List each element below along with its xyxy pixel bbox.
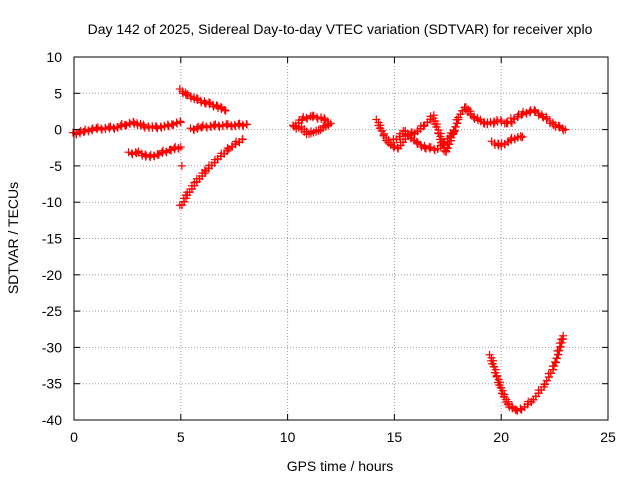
- data-point: [420, 143, 429, 152]
- data-point: [243, 120, 252, 129]
- data-point: [439, 139, 448, 148]
- series-middle-band: [186, 119, 252, 135]
- data-point: [419, 122, 428, 131]
- data-point: [176, 143, 185, 152]
- y-tick-label: -5: [50, 158, 63, 174]
- x-tick-label: 0: [70, 429, 78, 445]
- data-point: [518, 132, 527, 141]
- data-point: [559, 126, 568, 135]
- data-point: [223, 119, 232, 128]
- x-axis-label: GPS time / hours: [287, 458, 394, 474]
- data-point: [198, 121, 207, 130]
- y-tick-label: -10: [42, 194, 62, 210]
- series-14-19h-lower: [389, 126, 459, 155]
- y-tick-label: 10: [46, 49, 62, 65]
- data-point: [93, 123, 102, 132]
- series-lower-arc: [124, 142, 185, 162]
- data-series: [69, 85, 570, 415]
- data-point: [550, 362, 559, 370]
- y-tick-label: -30: [42, 339, 62, 355]
- data-point: [97, 125, 106, 134]
- data-point: [223, 144, 232, 153]
- y-tick-label: -20: [42, 267, 62, 283]
- data-point: [496, 116, 505, 125]
- data-point: [211, 120, 220, 129]
- y-tick-label: -25: [42, 303, 62, 319]
- data-point: [203, 123, 211, 132]
- data-point: [290, 122, 299, 131]
- series-19-5-20-3h: [487, 131, 527, 151]
- x-tick-label: 20: [493, 429, 509, 445]
- data-point: [230, 120, 239, 129]
- data-point: [306, 129, 315, 138]
- data-point: [309, 111, 318, 120]
- data-point: [450, 127, 459, 136]
- data-point: [153, 124, 162, 133]
- data-point: [561, 125, 570, 134]
- data-point: [220, 105, 229, 114]
- data-point: [101, 125, 110, 134]
- data-point: [426, 143, 435, 152]
- data-point: [238, 135, 247, 144]
- data-point: [174, 144, 183, 153]
- data-point: [234, 120, 243, 129]
- data-point: [125, 118, 134, 127]
- x-tick-label: 10: [280, 429, 296, 445]
- series-10-12h-loop: [289, 111, 335, 139]
- data-point: [221, 106, 230, 115]
- data-point: [552, 354, 561, 363]
- data-point: [176, 118, 185, 127]
- data-point: [215, 122, 224, 131]
- data-point: [177, 161, 186, 170]
- data-point: [106, 122, 115, 131]
- x-tick-label: 5: [177, 429, 185, 445]
- data-point: [451, 122, 460, 131]
- data-point: [176, 117, 185, 126]
- y-tick-label: 0: [54, 122, 62, 138]
- series-point-5h: [177, 161, 186, 170]
- series-upper-ramp: [175, 85, 230, 115]
- data-point: [235, 121, 244, 130]
- series-main-band: [69, 117, 185, 139]
- series-rising-curve: [175, 135, 247, 210]
- data-point: [551, 357, 560, 366]
- x-tick-label: 25: [600, 429, 616, 445]
- data-point: [554, 346, 563, 355]
- chart-title: Day 142 of 2025, Sidereal Day-to-day VTE…: [88, 21, 593, 37]
- data-point: [516, 404, 525, 413]
- y-tick-label: 5: [54, 85, 62, 101]
- series-deep-u-curve: [485, 331, 568, 415]
- series-20-23h: [506, 105, 570, 135]
- data-point: [142, 151, 151, 160]
- data-point: [200, 166, 209, 175]
- data-point: [449, 129, 458, 138]
- axis-ticks: 0 5 10 15 20 25 10 5 0 -5 -10 -15 -20 -25 -30 -35 -40: [42, 49, 616, 445]
- y-tick-label: -35: [42, 376, 62, 392]
- y-tick-label: -40: [42, 412, 62, 428]
- data-point: [559, 331, 568, 340]
- y-axis-label: SDTVAR / TECUs: [5, 182, 21, 294]
- y-tick-label: -15: [42, 231, 62, 247]
- x-tick-label: 15: [387, 429, 403, 445]
- data-point: [302, 113, 311, 122]
